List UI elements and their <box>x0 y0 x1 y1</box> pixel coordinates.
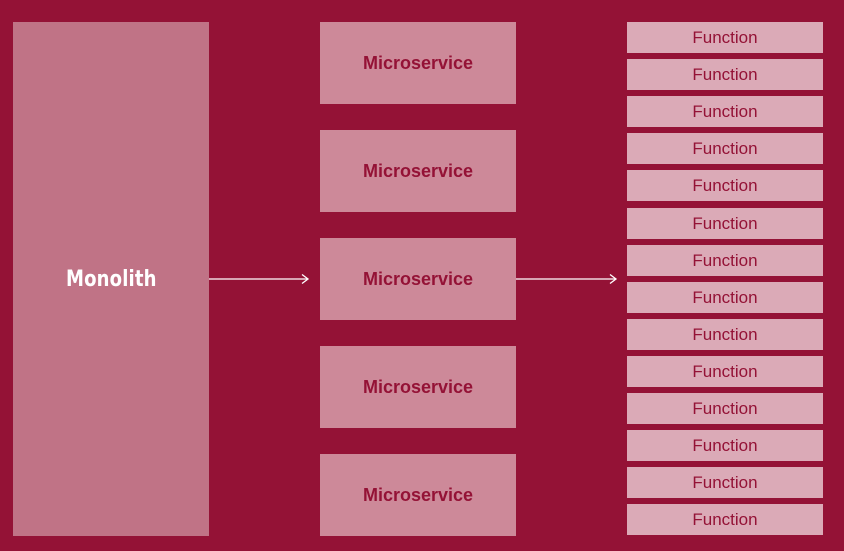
microservice-label: Microservice <box>362 376 474 397</box>
microservice-box: Microservice <box>320 22 516 104</box>
function-label: Function <box>692 138 758 158</box>
function-box: Function <box>627 96 823 127</box>
function-box: Function <box>627 22 823 53</box>
monolith-label: Monolith <box>65 266 157 292</box>
microservice-label: Microservice <box>362 268 474 289</box>
function-label: Function <box>692 101 758 121</box>
microservice-box: Microservice <box>320 238 516 320</box>
function-box: Function <box>627 208 823 239</box>
function-label: Function <box>692 472 758 492</box>
function-label: Function <box>692 287 758 307</box>
function-box: Function <box>627 282 823 313</box>
function-box: Function <box>627 393 823 424</box>
function-label: Function <box>692 509 758 529</box>
function-box: Function <box>627 504 823 535</box>
microservice-label: Microservice <box>362 160 474 181</box>
function-box: Function <box>627 170 823 201</box>
microservice-box: Microservice <box>320 346 516 428</box>
microservice-box: Microservice <box>320 130 516 212</box>
microservice-box: Microservice <box>320 454 516 536</box>
function-label: Function <box>692 250 758 270</box>
function-label: Function <box>692 27 758 47</box>
arrow-microservice-to-function <box>516 273 618 285</box>
microservice-label: Microservice <box>362 52 474 73</box>
function-box: Function <box>627 467 823 498</box>
function-label: Function <box>692 64 758 84</box>
function-label: Function <box>692 175 758 195</box>
function-label: Function <box>692 435 758 455</box>
function-label: Function <box>692 324 758 344</box>
function-box: Function <box>627 356 823 387</box>
monolith-box: Monolith <box>13 22 209 536</box>
function-box: Function <box>627 319 823 350</box>
function-label: Function <box>692 398 758 418</box>
arrow-monolith-to-microservice <box>209 273 310 285</box>
function-box: Function <box>627 245 823 276</box>
function-label: Function <box>692 361 758 381</box>
function-box: Function <box>627 430 823 461</box>
microservice-label: Microservice <box>362 484 474 505</box>
function-label: Function <box>692 213 758 233</box>
function-box: Function <box>627 133 823 164</box>
function-box: Function <box>627 59 823 90</box>
